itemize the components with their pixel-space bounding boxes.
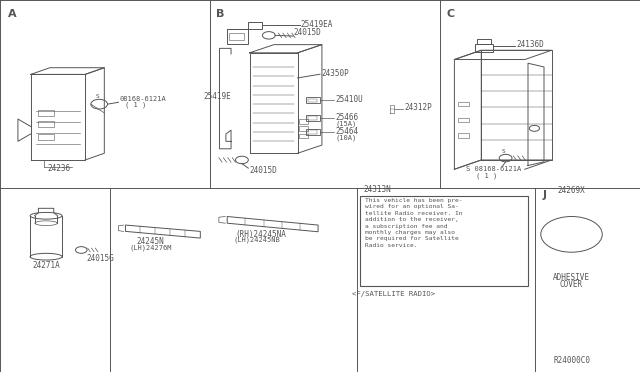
Text: B: B (216, 9, 225, 19)
Text: 24350P: 24350P (321, 68, 349, 78)
Bar (38, 134, 54, 140)
Text: (15A): (15A) (335, 120, 356, 127)
Text: (LH)24276M: (LH)24276M (129, 244, 172, 251)
Text: 25410U: 25410U (335, 95, 363, 104)
Bar (38, 110, 54, 116)
Bar (308, 130, 317, 134)
Text: 25466: 25466 (335, 113, 358, 122)
Text: 24015G: 24015G (86, 254, 114, 263)
Text: 08168-6121A: 08168-6121A (119, 96, 166, 102)
Bar (308, 116, 317, 120)
Text: 24136D: 24136D (516, 40, 544, 49)
Text: This vehicle has been pre-
wired for an optional Sa-
tellite Radio receiver. In
: This vehicle has been pre- wired for an … (365, 198, 462, 248)
Text: 24271A: 24271A (32, 262, 60, 270)
Bar (458, 102, 469, 106)
Text: S: S (502, 149, 506, 154)
Text: 24245N: 24245N (136, 237, 164, 246)
Text: S: S (96, 94, 100, 99)
Bar (458, 133, 469, 138)
Text: (RH)24245NA: (RH)24245NA (236, 230, 286, 239)
Text: C: C (447, 9, 455, 19)
Text: ADHESIVE: ADHESIVE (553, 273, 590, 282)
Bar (299, 119, 308, 124)
Text: (10A): (10A) (335, 134, 356, 141)
Text: ( 1 ): ( 1 ) (125, 102, 146, 108)
Text: 24312P: 24312P (404, 103, 432, 112)
Text: A: A (8, 9, 16, 19)
Text: 24236: 24236 (47, 164, 70, 173)
Bar (299, 134, 308, 138)
Text: S 08168-6121A: S 08168-6121A (466, 166, 521, 172)
Text: 25419E: 25419E (204, 92, 231, 101)
Bar (306, 97, 320, 103)
Text: J: J (543, 190, 547, 200)
Text: 24269X: 24269X (557, 186, 586, 195)
Text: 24015D: 24015D (250, 166, 277, 175)
Bar (38, 121, 54, 127)
Text: ( 1 ): ( 1 ) (476, 173, 497, 179)
Bar (229, 33, 244, 40)
Bar (306, 115, 320, 121)
Bar (360, 196, 528, 286)
Text: 25464: 25464 (335, 127, 358, 136)
Bar (308, 99, 317, 102)
Bar (306, 129, 320, 135)
Bar (227, 29, 248, 44)
Text: 25419EA: 25419EA (301, 20, 333, 29)
Text: COVER: COVER (560, 280, 583, 289)
Bar (458, 118, 469, 122)
Bar (477, 39, 491, 44)
Text: (LH)24245NB: (LH)24245NB (234, 237, 280, 243)
Bar (475, 44, 493, 52)
Bar (299, 126, 308, 131)
Text: <F/SATELLITE RADIO>: <F/SATELLITE RADIO> (352, 291, 435, 297)
Text: R24000C0: R24000C0 (553, 356, 590, 365)
Text: 24015D: 24015D (293, 28, 321, 37)
Text: 24313N: 24313N (364, 185, 391, 194)
